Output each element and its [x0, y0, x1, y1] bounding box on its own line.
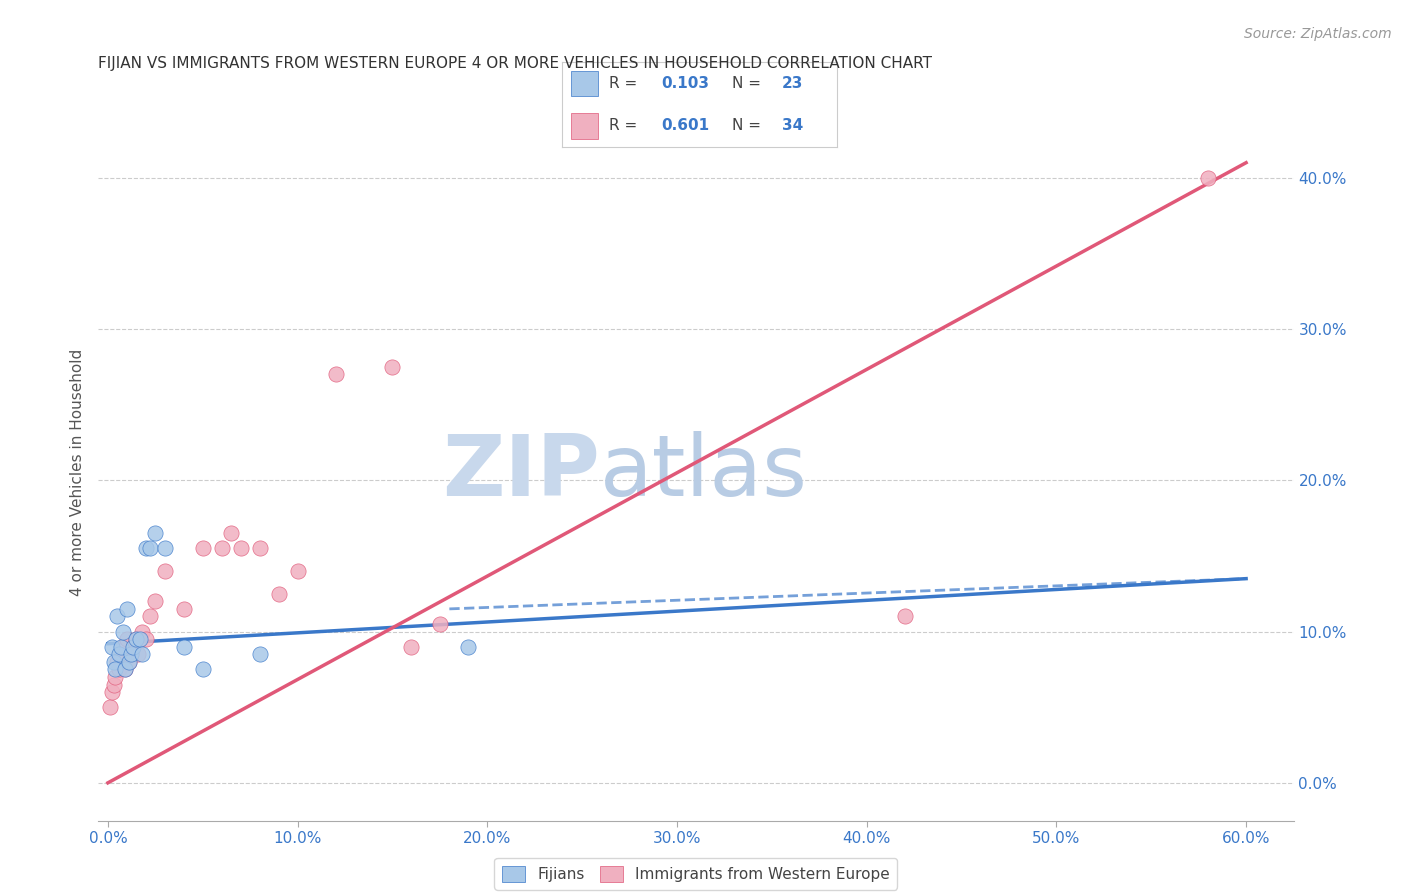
Point: [108, 662, 131, 676]
Point: [104, 670, 127, 684]
Point: [121, 640, 143, 654]
Point: [401, 640, 423, 654]
Point: [229, 541, 252, 556]
Point: [135, 541, 157, 556]
Point: [138, 541, 160, 556]
Point: [1197, 170, 1219, 185]
Point: [381, 359, 404, 374]
Point: [118, 655, 141, 669]
Point: [287, 564, 309, 578]
Point: [249, 541, 271, 556]
Text: N =: N =: [733, 76, 766, 91]
Point: [457, 640, 479, 654]
Point: [110, 640, 132, 654]
Text: R =: R =: [609, 76, 643, 91]
Point: [143, 594, 166, 608]
Point: [143, 526, 166, 541]
Point: [191, 662, 214, 676]
Point: [153, 564, 176, 578]
Point: [98, 700, 121, 714]
Point: [120, 647, 142, 661]
Text: 0.601: 0.601: [661, 119, 709, 134]
FancyBboxPatch shape: [571, 113, 598, 139]
Point: [112, 624, 135, 639]
Text: 0.103: 0.103: [661, 76, 709, 91]
Point: [211, 541, 233, 556]
Point: [105, 609, 128, 624]
Point: [127, 647, 149, 661]
Text: R =: R =: [609, 119, 643, 134]
Text: atlas: atlas: [600, 431, 808, 515]
Point: [103, 655, 125, 669]
Point: [191, 541, 214, 556]
Point: [114, 662, 136, 676]
Point: [125, 632, 148, 647]
FancyBboxPatch shape: [571, 71, 598, 96]
Legend: Fijians, Immigrants from Western Europe: Fijians, Immigrants from Western Europe: [495, 858, 897, 889]
Point: [173, 602, 195, 616]
Point: [120, 647, 142, 661]
Point: [173, 640, 195, 654]
Text: ZIP: ZIP: [443, 431, 600, 515]
Point: [893, 609, 915, 624]
Point: [125, 632, 148, 647]
Point: [105, 655, 128, 669]
Point: [219, 526, 242, 541]
Point: [153, 541, 176, 556]
Point: [138, 609, 160, 624]
Point: [110, 647, 132, 661]
Point: [267, 587, 290, 601]
Point: [129, 632, 152, 647]
Text: Source: ZipAtlas.com: Source: ZipAtlas.com: [1244, 27, 1392, 41]
Point: [429, 617, 451, 632]
Text: FIJIAN VS IMMIGRANTS FROM WESTERN EUROPE 4 OR MORE VEHICLES IN HOUSEHOLD CORRELA: FIJIAN VS IMMIGRANTS FROM WESTERN EUROPE…: [98, 56, 932, 71]
Point: [325, 368, 347, 382]
Point: [112, 640, 135, 654]
Point: [135, 632, 157, 647]
Point: [114, 662, 136, 676]
Text: 34: 34: [782, 119, 803, 134]
Point: [104, 662, 127, 676]
Point: [249, 647, 271, 661]
Point: [100, 640, 122, 654]
Text: N =: N =: [733, 119, 766, 134]
Point: [115, 602, 138, 616]
Point: [100, 685, 122, 699]
Point: [131, 624, 153, 639]
Point: [103, 677, 125, 691]
Point: [118, 655, 141, 669]
Point: [131, 647, 153, 661]
Point: [108, 647, 131, 661]
Text: 23: 23: [782, 76, 803, 91]
Point: [115, 632, 138, 647]
Point: [121, 640, 143, 654]
Y-axis label: 4 or more Vehicles in Household: 4 or more Vehicles in Household: [69, 349, 84, 597]
